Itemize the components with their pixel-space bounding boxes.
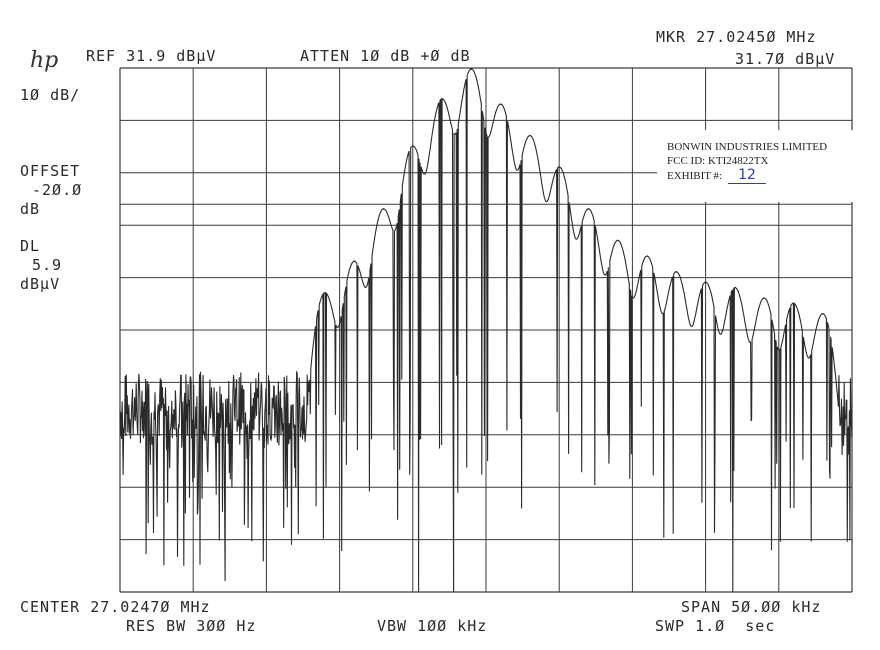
stamp-fcc-id: FCC ID: KTI24822TX — [667, 155, 769, 167]
stamp-company: BONWIN INDUSTRIES LIMITED — [667, 141, 828, 153]
display-line-unit: dBµV — [20, 275, 61, 293]
sweep-time-readout: SWP 1.Ø sec — [655, 617, 776, 635]
center-frequency-readout: CENTER 27.0247Ø MHz — [20, 598, 211, 616]
spectrum-trace — [119, 68, 853, 593]
hp-logo: hp — [30, 48, 59, 73]
res-bw-readout: RES BW 3ØØ Hz — [126, 617, 257, 635]
vbw-readout: VBW 1ØØ kHz — [377, 617, 488, 635]
span-readout: SPAN 5Ø.ØØ kHz — [681, 598, 822, 616]
stamp-exhibit-label: EXHIBIT #: — [667, 170, 723, 182]
scale-readout: 1Ø dB/ — [20, 86, 81, 104]
display-line-label: DL — [20, 237, 41, 255]
marker-level-readout: 31.7Ø dBµV — [735, 50, 836, 68]
stamp-exhibit-number: 12 — [728, 167, 766, 184]
attenuation-readout: ATTEN 1Ø dB +Ø dB — [300, 47, 471, 65]
exhibit-stamp: BONWIN INDUSTRIES LIMITED FCC ID: KTI248… — [657, 130, 853, 202]
ref-level-readout: REF 31.9 dBµV — [86, 47, 217, 65]
offset-unit: dB — [20, 200, 41, 218]
offset-value: -2Ø.Ø — [32, 181, 83, 199]
display-line-value: 5.9 — [32, 256, 63, 274]
offset-label: OFFSET — [20, 162, 81, 180]
marker-frequency-readout: MKR 27.0245Ø MHz — [656, 28, 817, 46]
